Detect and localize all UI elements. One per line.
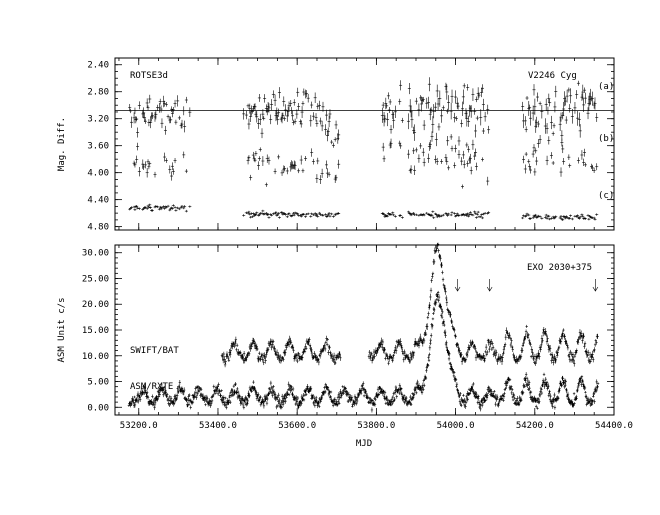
top-y-tick-label: 3.60: [87, 142, 109, 152]
bottom-points: [127, 242, 600, 413]
bottom-y-tick-label: 5.00: [87, 378, 109, 388]
top-y-tick-label: 4.00: [87, 169, 109, 179]
series-label-b: (b): [598, 134, 614, 144]
bottom-y-ticks: 0.00 5.00 10.00 15.00 20.00 25.00 30.00: [82, 249, 614, 413]
x-axis-label: MJD: [356, 439, 372, 449]
outburst-arrow-head: [486, 286, 493, 292]
top-y-ticks: 2.40 2.80 3.20 3.60 4.00 4.40 4.80: [87, 61, 614, 233]
asm-rxte-label: ASM/RXTE: [130, 382, 173, 392]
series-label-a: (a): [598, 82, 614, 92]
top-y-axis-label: Mag. Diff.: [57, 117, 67, 171]
top-y-tick-label: 3.20: [87, 115, 109, 125]
bottom-y-tick-label: 15.00: [82, 326, 109, 336]
bottom-y-tick-label: 30.00: [82, 249, 109, 259]
top-y-tick-label: 2.80: [87, 88, 109, 98]
bottom-y-tick-label: 20.00: [82, 300, 109, 310]
x-tick-label: 53400.0: [199, 421, 237, 431]
outburst-arrows: [454, 279, 599, 292]
x-tick-label: 54200.0: [516, 421, 554, 431]
series-label-c: (c): [598, 191, 614, 201]
x-tick-label: 54400.0: [595, 421, 633, 431]
source-label: EXO 2030+375: [527, 263, 592, 273]
top-y-tick-label: 4.40: [87, 196, 109, 206]
top-y-tick-label: 2.40: [87, 61, 109, 71]
target-label: V2246 Cyg: [528, 71, 577, 81]
rotse-label: ROTSE3d: [130, 71, 168, 81]
x-ticks: 53200.0 53400.0 53600.0 53800.0 54000.0 54200…: [118, 58, 633, 431]
x-tick-label: 54000.0: [437, 421, 475, 431]
bottom-y-tick-label: 25.00: [82, 274, 109, 284]
bottom-y-tick-label: 10.00: [82, 352, 109, 362]
top-y-tick-label: 4.80: [87, 223, 109, 233]
bottom-y-tick-label: 0.00: [87, 403, 109, 413]
x-tick-label: 53800.0: [357, 421, 395, 431]
x-tick-label: 53600.0: [278, 421, 316, 431]
outburst-arrow-head: [454, 286, 461, 292]
bottom-y-axis-label: ASM Unit c/s: [57, 297, 67, 362]
top-points: [128, 77, 599, 222]
top-panel-frame: [114, 57, 615, 231]
outburst-arrow-head: [592, 286, 599, 292]
swift-bat-label: SWIFT/BAT: [130, 346, 179, 356]
x-tick-label: 53200.0: [120, 421, 158, 431]
